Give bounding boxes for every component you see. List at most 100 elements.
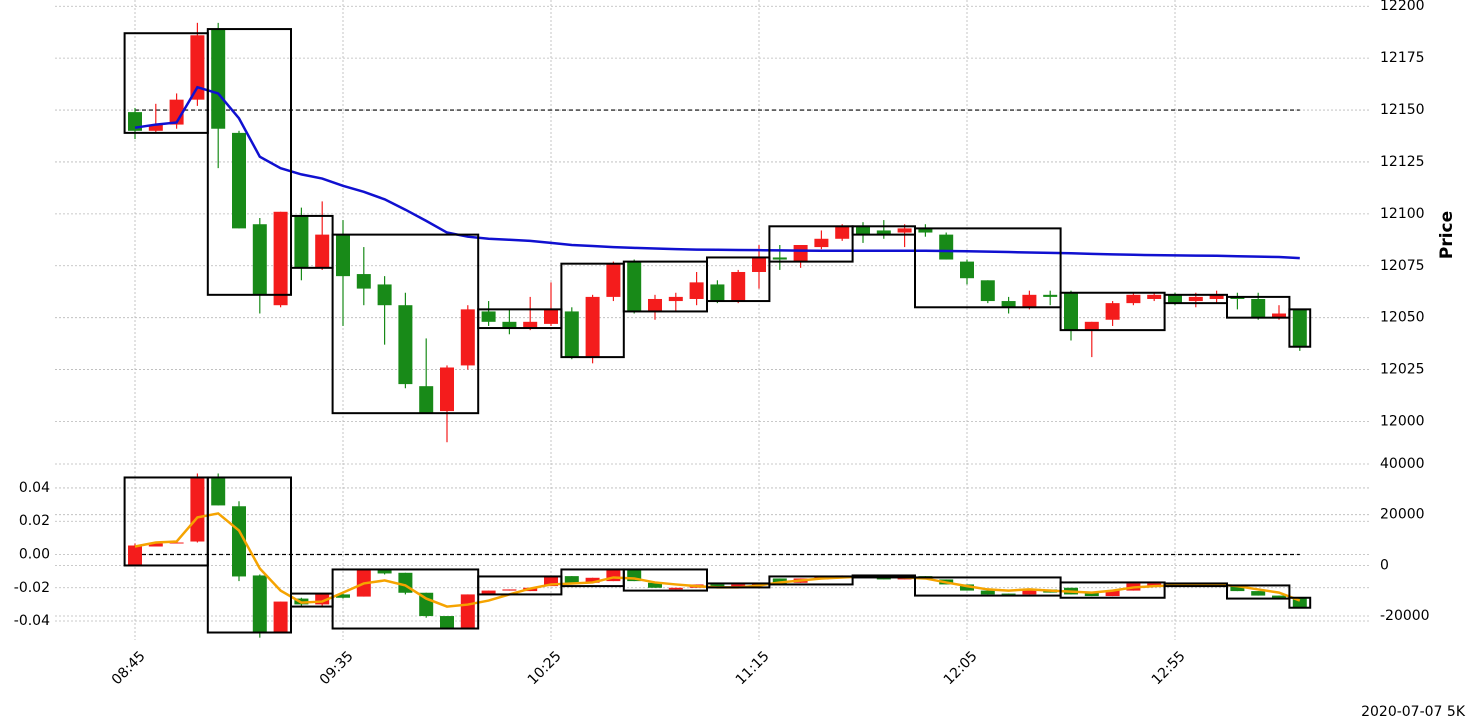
range-box (768, 575, 854, 586)
y-tick-label: 12175 (1380, 50, 1425, 66)
candle-body (1105, 590, 1120, 597)
candle-body (148, 543, 163, 547)
candle-body (648, 298, 662, 312)
candle-body (544, 576, 558, 587)
candle-body (980, 590, 995, 595)
candle-body (980, 280, 995, 302)
candle-body (752, 257, 766, 272)
y2-tick-label: 40000 (1380, 456, 1425, 472)
footer: 2020-07-07 5K (1361, 704, 1466, 720)
candle-body (169, 542, 184, 544)
range-box (768, 225, 854, 263)
candle-body (336, 234, 350, 277)
candle-body (939, 234, 954, 260)
x-tick-label: 12:05 (941, 648, 981, 688)
candle-body (502, 589, 517, 591)
range-box (206, 28, 292, 296)
candle-body (211, 478, 226, 506)
candle-body (606, 569, 621, 582)
candle-body (190, 478, 205, 542)
candle-body (1230, 296, 1245, 299)
y-tick-label: 12200 (1380, 0, 1425, 14)
candle-body (1292, 309, 1307, 347)
range-box (1288, 308, 1312, 348)
candle-body (398, 305, 413, 385)
candle-body (856, 226, 870, 235)
y2-tick-label: 0 (1380, 557, 1389, 573)
candle-body (897, 228, 912, 233)
candle-body (710, 284, 725, 302)
candle-body (1001, 593, 1016, 595)
candle-body (315, 594, 330, 605)
candle-body (419, 592, 434, 617)
y-tick-label: 12025 (1380, 362, 1425, 378)
candle-body (377, 284, 392, 306)
candle-body (419, 386, 434, 414)
candle-body (731, 271, 746, 302)
y-tick-label: -0.04 (14, 613, 50, 629)
y-tick-label: 12050 (1380, 310, 1425, 326)
candle-body (1147, 294, 1162, 299)
candle-body (1188, 296, 1203, 302)
candle-body (294, 215, 309, 268)
candle-body (377, 569, 392, 574)
candle-body (128, 545, 142, 566)
candle-body (960, 261, 974, 279)
candle-body (273, 211, 288, 306)
range-box (706, 256, 771, 303)
candle-body (460, 309, 475, 366)
candle-body (1064, 292, 1078, 331)
y-tick-label: 0.04 (19, 480, 50, 496)
candle-body (835, 226, 850, 239)
x-tick-label: 11:15 (733, 648, 773, 688)
candle-body (190, 35, 205, 100)
candle-body (1126, 294, 1141, 304)
candle-body (918, 228, 933, 233)
candle-body (1209, 294, 1224, 299)
candle-body (648, 582, 662, 588)
candle-body (668, 296, 683, 302)
range-box (1288, 596, 1312, 609)
candle-body (689, 282, 704, 299)
range-box (331, 568, 480, 630)
candle-body (523, 321, 538, 329)
candle-body (356, 274, 371, 289)
candle-body (668, 587, 683, 590)
candle-body (564, 311, 579, 358)
candle-body (481, 590, 496, 595)
candle-body (1043, 294, 1058, 297)
candle-body (1168, 294, 1182, 304)
y-tick-label: 0.02 (19, 513, 50, 529)
y-tick-label: 12000 (1380, 413, 1425, 429)
range-box (851, 574, 916, 579)
candle-body (211, 29, 226, 129)
y2-tick-label: -20000 (1380, 608, 1430, 624)
candle-body (772, 578, 787, 584)
candle-body (502, 321, 517, 329)
candle-body (440, 367, 454, 412)
candle-body (960, 584, 974, 591)
candle-body (440, 616, 454, 628)
candle-body (1084, 321, 1099, 331)
candle-body (148, 124, 163, 131)
candle-body (1022, 294, 1037, 308)
x-tick-label: 10:25 (525, 648, 565, 688)
range-box (1226, 295, 1291, 319)
candle-body (232, 132, 246, 229)
candle-body (460, 594, 475, 628)
candle-body (1272, 595, 1286, 598)
candle-body (1272, 313, 1286, 318)
candle-body (252, 224, 267, 295)
range-box (1059, 291, 1166, 332)
candle-body (731, 584, 746, 588)
range-box (622, 568, 708, 592)
y-tick-label: 12100 (1380, 206, 1425, 222)
candle-body (544, 309, 558, 324)
range-box (1226, 584, 1291, 600)
indicator-line (134, 85, 1300, 260)
candle-body (1251, 298, 1266, 318)
range-box (914, 227, 1062, 309)
y-axis-label: Price (1437, 211, 1457, 259)
candle-body (481, 311, 496, 322)
